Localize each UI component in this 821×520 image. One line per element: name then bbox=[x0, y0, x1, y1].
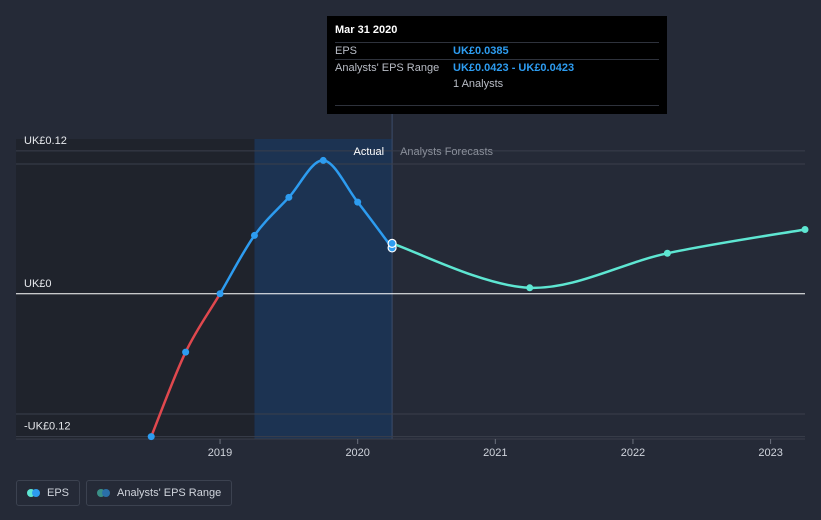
eps-point bbox=[354, 198, 362, 206]
x-tick-label: 2020 bbox=[345, 447, 369, 459]
tooltip-date: Mar 31 2020 bbox=[335, 24, 398, 36]
legend-range-label: Analysts' EPS Range bbox=[117, 487, 222, 499]
eps-line-positive bbox=[218, 159, 394, 294]
eps-point bbox=[319, 156, 327, 164]
x-tick-label: 2021 bbox=[483, 447, 507, 459]
eps-point bbox=[285, 193, 293, 201]
legend-eps-label: EPS bbox=[47, 487, 70, 499]
y-tick-label: UK£0 bbox=[24, 278, 52, 290]
eps-point bbox=[147, 433, 155, 441]
past-shade bbox=[16, 139, 255, 439]
tooltip-eps-label: EPS bbox=[335, 45, 358, 57]
forecast-point bbox=[387, 238, 397, 249]
tooltip-eps-value: UK£0.0385 bbox=[453, 45, 509, 57]
eps-point bbox=[182, 348, 190, 356]
tooltip-range-row: Analysts' EPS Range UK£0.0423 - UK£0.042… bbox=[335, 59, 659, 76]
legend: EPS Analysts' EPS Range bbox=[16, 480, 233, 506]
tooltip-analysts-row: 1 Analysts bbox=[335, 76, 659, 92]
tooltip-analysts-count: 1 Analysts bbox=[453, 78, 504, 90]
range-swatch-icon bbox=[97, 489, 111, 497]
forecast-point bbox=[526, 284, 534, 292]
x-tick-label: 2023 bbox=[758, 447, 782, 459]
eps-point bbox=[216, 290, 224, 298]
x-tick-label: 2019 bbox=[208, 447, 232, 459]
forecast-line bbox=[391, 228, 806, 290]
forecast-point bbox=[801, 225, 809, 233]
legend-range-button[interactable]: Analysts' EPS Range bbox=[86, 480, 233, 506]
actual-label: Actual bbox=[354, 146, 385, 158]
tooltip: Mar 31 2020 EPS UK£0.0385 Analysts' EPS … bbox=[327, 16, 667, 114]
legend-eps-button[interactable]: EPS bbox=[16, 480, 81, 506]
highlight-region bbox=[254, 139, 393, 439]
eps-point bbox=[250, 231, 258, 239]
tooltip-range-value: UK£0.0423 - UK£0.0423 bbox=[453, 62, 575, 74]
x-tick-label: 2022 bbox=[621, 447, 645, 459]
y-tick-label: -UK£0.12 bbox=[24, 421, 70, 433]
eps-chart: UK£0.12 UK£0 -UK£0.12 2019 2020 2021 2022 2023 A… bbox=[16, 16, 809, 459]
tooltip-divider bbox=[335, 105, 659, 106]
y-tick-label: UK£0.12 bbox=[24, 135, 67, 147]
forecast-point bbox=[663, 249, 671, 257]
forecast-label: Analysts Forecasts bbox=[400, 146, 493, 158]
tooltip-eps-row: EPS UK£0.0385 bbox=[335, 42, 659, 59]
tooltip-range-label: Analysts' EPS Range bbox=[335, 62, 440, 74]
eps-swatch-icon bbox=[27, 489, 41, 497]
